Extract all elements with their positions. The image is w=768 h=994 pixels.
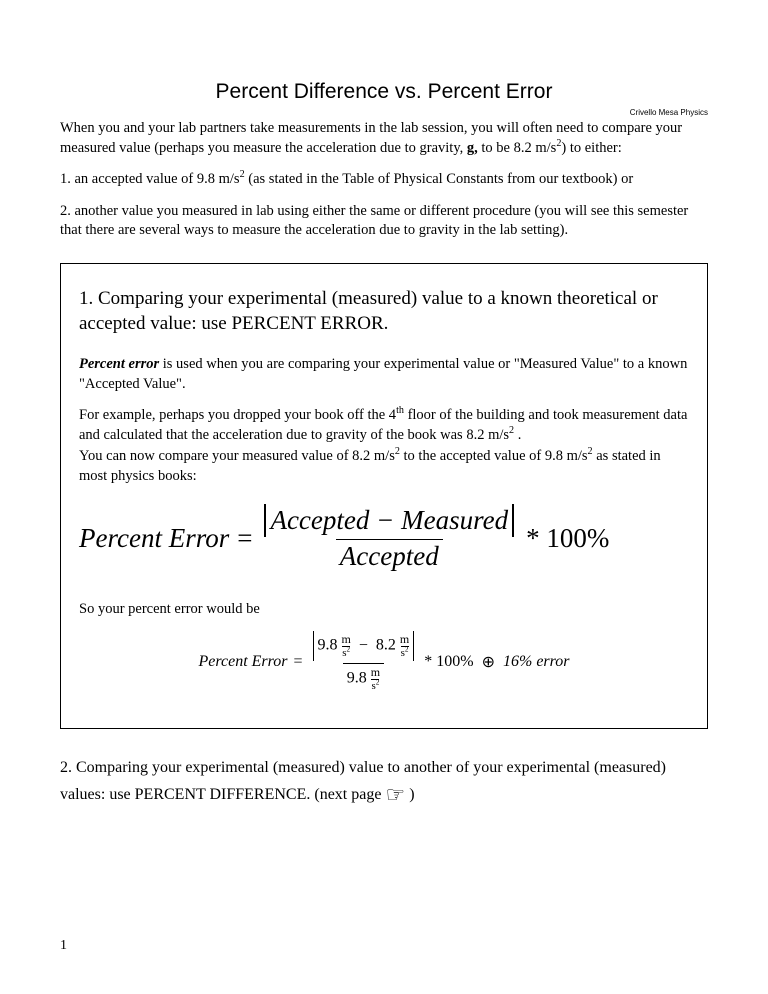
unit-s2: s2 bbox=[401, 646, 409, 659]
formula-lhs: Percent Error bbox=[79, 523, 229, 554]
text: For example, perhaps you dropped your bo… bbox=[79, 407, 396, 423]
fraction: 9.8 m s2 − 8.2 m s2 9.8 bbox=[309, 631, 419, 692]
text: . bbox=[514, 427, 521, 443]
unit-s2: s2 bbox=[342, 646, 350, 659]
numerator: Accepted − Measured bbox=[260, 504, 518, 538]
denominator: Accepted bbox=[336, 539, 443, 572]
v2: 8.2 bbox=[376, 637, 396, 654]
multiply: * 100% bbox=[526, 523, 609, 554]
text: You can now compare your measured value … bbox=[79, 448, 395, 464]
abs-value: 9.8 m s2 − 8.2 m s2 bbox=[313, 631, 415, 661]
v1: 9.8 bbox=[318, 637, 338, 654]
document-page: Percent Difference vs. Percent Error Cri… bbox=[0, 0, 768, 994]
text: is used when you are comparing your expe… bbox=[79, 356, 687, 392]
page-title: Percent Difference vs. Percent Error bbox=[60, 80, 708, 104]
unit-m: m bbox=[400, 633, 409, 646]
percent-error-calc: Percent Error = 9.8 m s2 − 8.2 m s2 bbox=[79, 631, 689, 692]
sup: 2 bbox=[405, 645, 409, 653]
percent-error-box: 1. Comparing your experimental (measured… bbox=[60, 263, 708, 729]
intro-paragraph-1: When you and your lab partners take meas… bbox=[60, 119, 708, 158]
sup: th bbox=[396, 405, 404, 416]
text: to be 8.2 m/s bbox=[478, 140, 557, 156]
intro-paragraph-3: 2. another value you measured in lab usi… bbox=[60, 202, 708, 241]
intro-paragraph-2: 1. an accepted value of 9.8 m/s2 (as sta… bbox=[60, 170, 708, 190]
sup: 2 bbox=[347, 645, 351, 653]
section-2: 2. Comparing your experimental (measured… bbox=[60, 757, 708, 810]
numerator: 9.8 m s2 − 8.2 m s2 bbox=[309, 631, 419, 663]
percent-error-formula: Percent Error = Accepted − Measured Acce… bbox=[79, 504, 689, 571]
denominator: 9.8 m s2 bbox=[343, 663, 384, 692]
unit: m s2 bbox=[400, 633, 409, 659]
text: to the accepted value of 9.8 m/s bbox=[400, 448, 588, 464]
unit-m: m bbox=[342, 633, 351, 646]
text: 1. an accepted value of 9.8 m/s bbox=[60, 171, 240, 187]
page-number: 1 bbox=[60, 938, 67, 954]
approx: ⊕ bbox=[480, 652, 497, 672]
sup: 2 bbox=[376, 678, 380, 686]
result: 16% error bbox=[503, 653, 570, 671]
text: 2. Comparing your experimental (measured… bbox=[60, 759, 666, 802]
fraction: Accepted − Measured Accepted bbox=[260, 504, 518, 571]
den-v: 9.8 bbox=[347, 670, 367, 687]
so-text: So your percent error would be bbox=[79, 600, 689, 620]
text: ) bbox=[405, 786, 414, 803]
equals: = bbox=[294, 653, 303, 671]
subtitle: Crivello Mesa Physics bbox=[60, 108, 708, 117]
unit-m: m bbox=[371, 666, 380, 679]
unit-s2: s2 bbox=[371, 679, 379, 692]
pe-example: For example, perhaps you dropped your bo… bbox=[79, 406, 689, 445]
pe-label: Percent error bbox=[79, 356, 159, 372]
pe-compare: You can now compare your measured value … bbox=[79, 447, 689, 486]
pe-definition: Percent error is used when you are compa… bbox=[79, 355, 689, 394]
hand-point-icon: ☞ bbox=[385, 782, 405, 807]
g-symbol: g, bbox=[467, 140, 478, 156]
unit: m s2 bbox=[371, 666, 380, 692]
abs-value: Accepted − Measured bbox=[264, 504, 514, 536]
minus: − bbox=[355, 637, 372, 654]
multiply: * 100% bbox=[424, 653, 473, 671]
calc-lhs: Percent Error bbox=[198, 653, 287, 671]
equals: = bbox=[237, 523, 252, 554]
unit: m s2 bbox=[342, 633, 351, 659]
text: (as stated in the Table of Physical Cons… bbox=[245, 171, 634, 187]
box-heading: 1. Comparing your experimental (measured… bbox=[79, 286, 689, 337]
text: ) to either: bbox=[561, 140, 621, 156]
